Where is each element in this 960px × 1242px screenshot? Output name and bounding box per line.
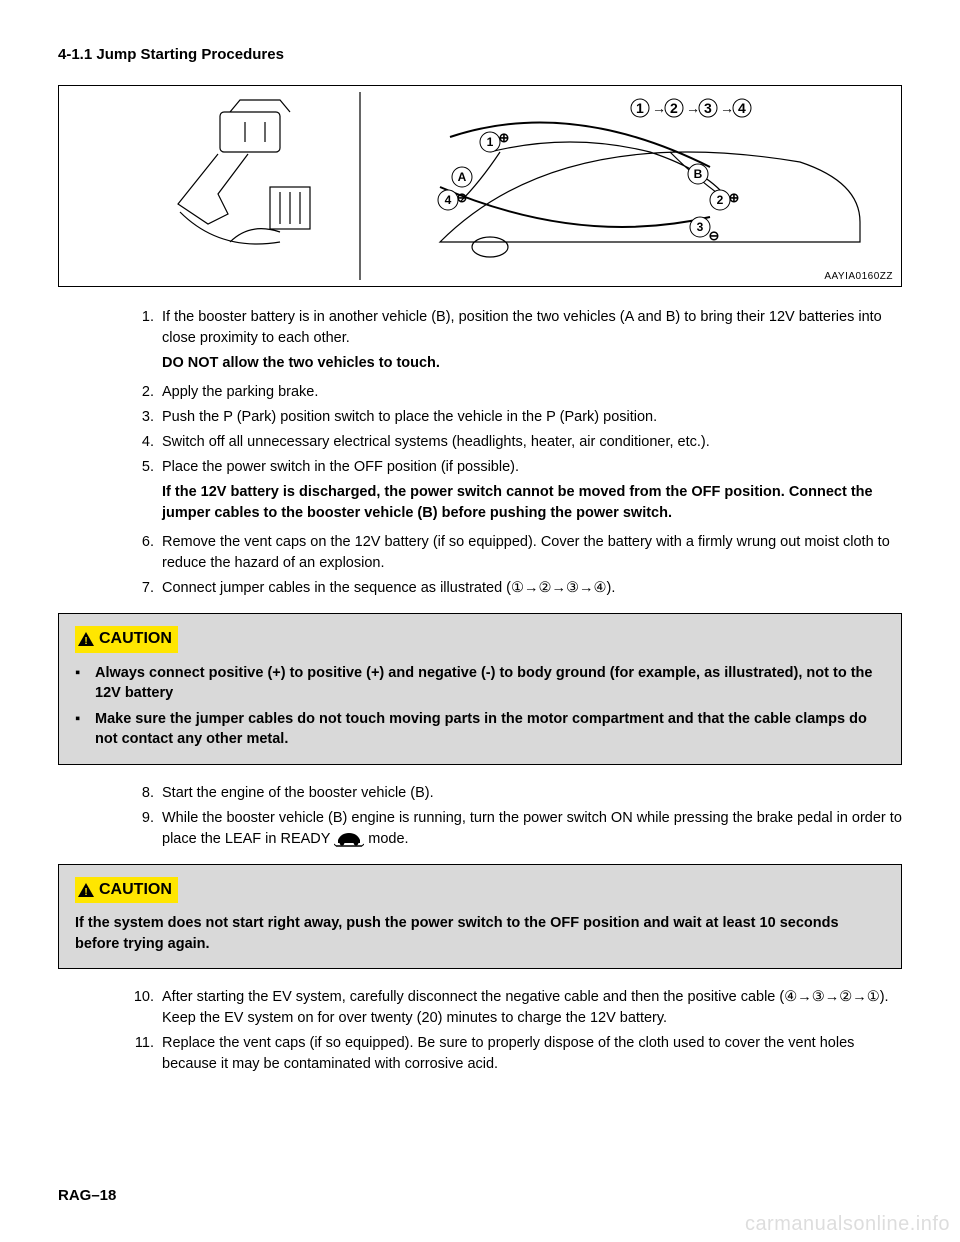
- step-8: 8. Start the engine of the booster vehic…: [132, 783, 902, 804]
- svg-text:2: 2: [670, 100, 678, 116]
- svg-text:1: 1: [636, 100, 644, 116]
- warning-icon: !: [77, 882, 95, 898]
- svg-text:⊕: ⊕: [499, 130, 510, 145]
- caution-box-2: ! CAUTION If the system does not start r…: [58, 864, 902, 969]
- steps-list-3: 10. After starting the EV system, carefu…: [58, 987, 902, 1075]
- caution-list-1: ▪ Always connect positive (+) to positiv…: [75, 663, 885, 750]
- step-2: 2. Apply the parking brake.: [132, 382, 902, 403]
- caution-label: ! CAUTION: [75, 877, 178, 903]
- svg-text:→: →: [720, 100, 734, 116]
- steps-list-2: 8. Start the engine of the booster vehic…: [58, 783, 902, 850]
- jump-start-diagram: 1 ⊕ A 4 ⊖ B 2 ⊕ 3 ⊖: [58, 85, 902, 287]
- svg-text:⊕: ⊕: [729, 190, 740, 205]
- step-10: 10. After starting the EV system, carefu…: [132, 987, 902, 1029]
- section-title: Jump Starting Procedures: [96, 46, 284, 63]
- section-heading: 4-1.1 Jump Starting Procedures: [58, 46, 902, 63]
- svg-text:!: !: [84, 636, 87, 647]
- step-9: 9. While the booster vehicle (B) engine …: [132, 808, 902, 850]
- svg-text:A: A: [458, 170, 467, 184]
- caution-text: If the system does not start right away,…: [75, 913, 885, 954]
- svg-text:4: 4: [445, 193, 452, 207]
- svg-text:!: !: [84, 887, 87, 898]
- step-7: 7. Connect jumper cables in the sequence…: [132, 578, 902, 599]
- diagram-code: AAYIA0160ZZ: [824, 271, 893, 282]
- ready-car-icon: [334, 830, 364, 848]
- step-11: 11. Replace the vent caps (if so equippe…: [132, 1033, 902, 1075]
- steps-list-1: 1. If the booster battery is in another …: [58, 307, 902, 599]
- caution-box-1: ! CAUTION ▪ Always connect positive (+) …: [58, 613, 902, 765]
- svg-text:B: B: [694, 167, 703, 181]
- step-1: 1. If the booster battery is in another …: [132, 307, 902, 378]
- svg-text:3: 3: [697, 220, 704, 234]
- step-3: 3. Push the P (Park) position switch to …: [132, 407, 902, 428]
- svg-text:2: 2: [717, 193, 724, 207]
- section-number: 4-1.1: [58, 46, 92, 63]
- svg-text:3: 3: [704, 100, 712, 116]
- svg-text:→: →: [686, 100, 700, 116]
- caution-item: ▪ Make sure the jumper cables do not tou…: [75, 709, 885, 750]
- svg-text:⊖: ⊖: [457, 190, 468, 205]
- page-number: RAG–18: [58, 1187, 116, 1204]
- svg-text:1: 1: [487, 135, 494, 149]
- step-5: 5. Place the power switch in the OFF pos…: [132, 457, 902, 528]
- svg-text:⊖: ⊖: [709, 228, 720, 243]
- engine-diagram-svg: 1 ⊕ A 4 ⊖ B 2 ⊕ 3 ⊖: [70, 92, 890, 280]
- svg-text:→: →: [652, 100, 666, 116]
- caution-item: ▪ Always connect positive (+) to positiv…: [75, 663, 885, 704]
- watermark: carmanualsonline.info: [745, 1213, 950, 1236]
- step-4: 4. Switch off all unnecessary electrical…: [132, 432, 902, 453]
- svg-text:4: 4: [738, 100, 746, 116]
- caution-label: ! CAUTION: [75, 626, 178, 652]
- warning-icon: !: [77, 631, 95, 647]
- step-6: 6. Remove the vent caps on the 12V batte…: [132, 532, 902, 574]
